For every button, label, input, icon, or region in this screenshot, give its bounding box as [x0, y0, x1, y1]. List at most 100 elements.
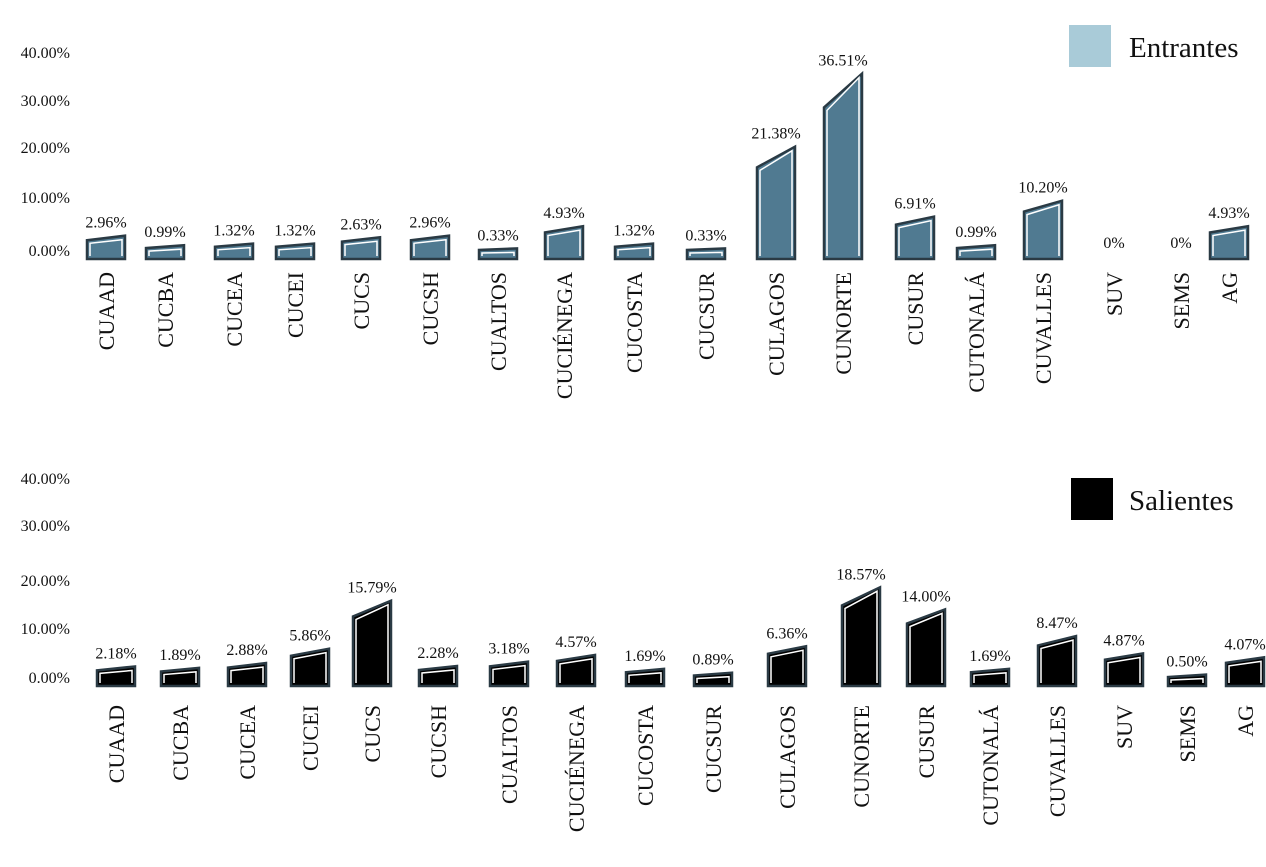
- bar-cucsur: [685, 247, 727, 261]
- y-tick-label: 10.00%: [21, 621, 70, 638]
- data-label: 4.07%: [1224, 636, 1265, 653]
- data-label: 0.33%: [685, 227, 726, 244]
- category-label: CUCIÉNEGA: [552, 272, 577, 399]
- bar-outline-cuaad: [99, 669, 133, 683]
- y-tick-label: 10.00%: [21, 190, 70, 207]
- category-label: CULAGOS: [764, 272, 789, 376]
- category-label: CUTONALÁ: [978, 705, 1003, 826]
- data-label: 0.99%: [144, 224, 185, 241]
- data-label: 4.93%: [1208, 205, 1249, 222]
- data-label: 5.86%: [289, 628, 330, 645]
- data-label: 4.93%: [543, 205, 584, 222]
- bar-outline-cucosta: [628, 672, 662, 683]
- bar-outline-cucosta: [617, 246, 651, 256]
- bar-cusur: [894, 215, 936, 261]
- bar-cucba: [159, 666, 201, 688]
- category-label: CUCEA: [235, 705, 260, 780]
- category-label: CUTONALÁ: [964, 272, 989, 393]
- bar-outline-culagos: [759, 149, 793, 256]
- category-label: AG: [1233, 705, 1258, 737]
- data-label: 2.88%: [226, 642, 267, 659]
- data-label: 3.18%: [488, 641, 529, 658]
- bar-cuaad: [85, 234, 127, 261]
- category-label: CUVALLES: [1045, 705, 1070, 817]
- data-label: 6.91%: [894, 196, 935, 213]
- bar-outline-ag: [1212, 229, 1246, 256]
- bar-outline-cucei: [293, 651, 327, 683]
- bar-outline-cucea: [217, 246, 251, 256]
- legend-label: Salientes: [1129, 485, 1234, 517]
- bar-cucei: [289, 647, 331, 688]
- bar-cucsh: [409, 234, 451, 261]
- y-tick-label: 40.00%: [21, 471, 70, 488]
- category-label: CUSUR: [914, 705, 939, 779]
- data-label: 2.28%: [417, 645, 458, 662]
- category-label: CUCEI: [298, 705, 323, 771]
- legend: Salientes: [1071, 478, 1234, 520]
- bar-cucea: [226, 661, 268, 688]
- data-label: 8.47%: [1036, 615, 1077, 632]
- data-label: 4.87%: [1103, 632, 1144, 649]
- category-label: CUVALLES: [1031, 272, 1056, 384]
- bar-outline-cusur: [898, 219, 932, 256]
- category-label: CUCIÉNEGA: [564, 705, 589, 832]
- bar-outline-sems: [1170, 677, 1204, 683]
- bar-cucea: [213, 242, 255, 261]
- bar-cucs: [340, 235, 382, 261]
- data-label: 2.96%: [85, 215, 126, 232]
- bar-cucsur: [692, 671, 734, 688]
- bar-outline-cusur: [909, 612, 943, 683]
- bar-outline-cucs: [344, 240, 378, 256]
- category-label: CULAGOS: [775, 705, 800, 809]
- bar-outline-cualtos: [481, 251, 515, 256]
- data-label: 1.69%: [969, 648, 1010, 665]
- data-label: 21.38%: [751, 126, 800, 143]
- bar-cucosta: [613, 242, 655, 261]
- category-label: CUCOSTA: [633, 705, 658, 806]
- bar-outline-cuvalles: [1040, 639, 1074, 683]
- bar-outline-cuciénega: [547, 229, 581, 256]
- category-label: CUCSUR: [694, 272, 719, 360]
- bar-outline-suv: [1107, 656, 1141, 683]
- bar-outline-cuciénega: [559, 658, 593, 683]
- bar-cucei: [274, 242, 316, 261]
- category-label: SEMS: [1175, 705, 1200, 762]
- bar-outline-cucs: [355, 603, 389, 683]
- bar-outline-cucba: [163, 671, 197, 683]
- bar-outline-cucea: [230, 666, 264, 683]
- bar-outline-cucsh: [421, 669, 455, 683]
- legend-label: Entrantes: [1129, 32, 1239, 64]
- bar-outline-cucsur: [696, 675, 730, 683]
- legend-swatch: [1069, 25, 1111, 67]
- data-label: 1.89%: [159, 647, 200, 664]
- data-label: 0.50%: [1166, 654, 1207, 671]
- bar-cualtos: [488, 660, 530, 688]
- y-tick-label: 20.00%: [21, 573, 70, 590]
- bar-cuvalles: [1022, 199, 1064, 261]
- bar-outline-culagos: [770, 649, 804, 683]
- category-label: CUALTOS: [486, 272, 511, 371]
- bar-cucosta: [624, 667, 666, 688]
- data-label: 0%: [1103, 235, 1124, 252]
- y-tick-label: 0.00%: [29, 243, 70, 260]
- bar-outline-cutonalá: [973, 672, 1007, 683]
- category-label: CUCEA: [222, 272, 247, 347]
- bar-cualtos: [477, 247, 519, 261]
- data-label: 6.36%: [766, 625, 807, 642]
- category-label: CUAAD: [104, 705, 129, 783]
- bar-culagos: [755, 144, 797, 261]
- bar-outline-ag: [1228, 660, 1262, 683]
- data-label: 1.32%: [613, 223, 654, 240]
- category-label: SUV: [1102, 272, 1127, 316]
- y-tick-label: 20.00%: [21, 140, 70, 157]
- bar-cucba: [144, 243, 186, 261]
- data-label: 1.32%: [274, 223, 315, 240]
- bar-outline-cucsur: [689, 251, 723, 256]
- bar-cutonalá: [969, 667, 1011, 688]
- y-tick-label: 30.00%: [21, 93, 70, 110]
- bar-outline-cucba: [148, 248, 182, 256]
- category-label: SUV: [1112, 705, 1137, 749]
- data-label: 0.99%: [955, 224, 996, 241]
- data-label: 15.79%: [347, 580, 396, 597]
